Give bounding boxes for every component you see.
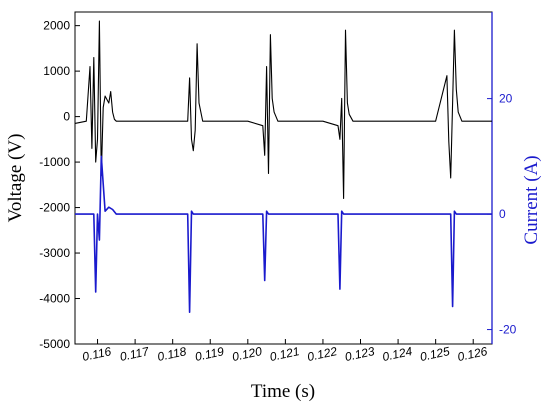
left-tick-label: 0 [63, 110, 70, 124]
x-axis-label: Time (s) [251, 381, 315, 402]
x-tick-label: 0.116 [81, 344, 113, 364]
left-tick-label: -3000 [39, 246, 70, 260]
left-tick-label: 1000 [43, 64, 70, 78]
right-axis-ticks: 20 0 -20 [487, 92, 517, 337]
x-axis-ticks: 0.116 0.117 0.118 0.119 0.120 0.121 0.122 0.123… [81, 339, 489, 364]
y-axis-label-right: Current (A) [521, 155, 542, 244]
current-series-line [75, 155, 492, 314]
y-axis-label-left: Voltage (V) [5, 134, 26, 223]
x-tick-label: 0.117 [119, 344, 152, 364]
series-layer [74, 20, 492, 314]
left-tick-label: -5000 [39, 337, 70, 351]
left-axis-ticks: 2000 1000 0 -1000 -2000 -3000 -4000 -5000 [39, 19, 80, 351]
x-tick-label: 0.120 [231, 344, 264, 364]
left-tick-label: -1000 [39, 155, 70, 169]
x-tick-label: 0.125 [419, 344, 452, 364]
left-tick-label: 2000 [43, 19, 70, 33]
right-tick-label: -20 [499, 323, 517, 337]
plot-area-border [74, 11, 493, 345]
x-tick-label: 0.122 [306, 344, 339, 364]
left-tick-label: -4000 [39, 292, 70, 306]
voltage-series-line [74, 20, 492, 200]
x-tick-label: 0.124 [381, 344, 414, 364]
right-tick-label: 20 [499, 92, 513, 106]
left-tick-label: -2000 [39, 201, 70, 215]
x-tick-label: 0.118 [156, 344, 188, 364]
x-tick-label: 0.119 [194, 344, 226, 364]
plot-frame [74, 11, 493, 345]
x-tick-label: 0.126 [456, 344, 489, 364]
right-tick-label: 0 [499, 207, 506, 221]
x-tick-label: 0.123 [344, 344, 377, 364]
x-tick-label: 0.121 [268, 344, 300, 364]
